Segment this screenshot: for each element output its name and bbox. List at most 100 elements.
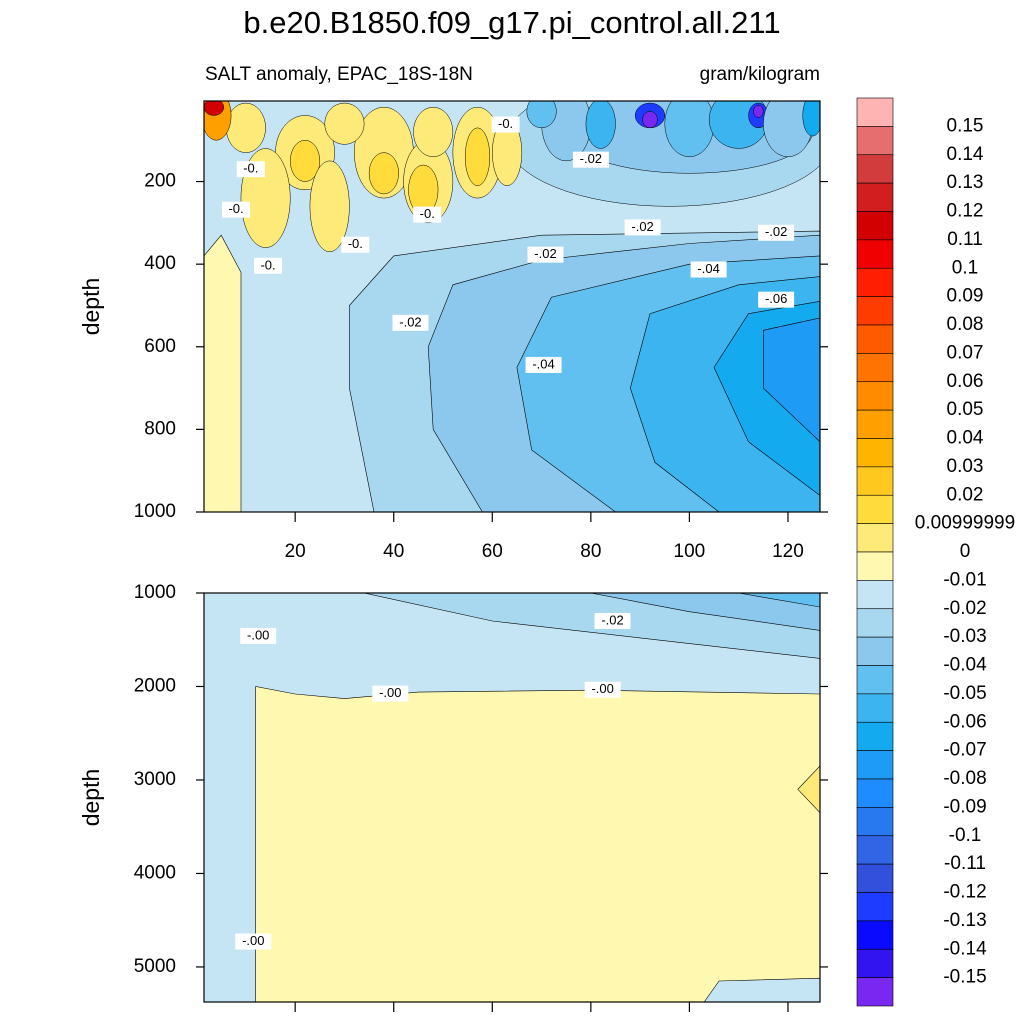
- colorbar-label: -0.05: [943, 683, 986, 704]
- colorbar-box: [856, 863, 894, 893]
- colorbar-label: -0.14: [943, 938, 987, 959]
- colorbar-box: [856, 807, 894, 837]
- colorbar-label: -0.1: [949, 825, 982, 846]
- colorbar-label: -0.13: [943, 910, 986, 931]
- contour-fill: [324, 102, 365, 145]
- contour-label: -.02: [631, 219, 653, 234]
- contour-fill: [590, 593, 820, 631]
- contour-label-bg: [584, 681, 621, 698]
- colorbar-label: 0.08: [947, 314, 984, 335]
- y-tick-label: 2000: [134, 676, 176, 697]
- colorbar-label: -0.15: [943, 967, 986, 988]
- contour-fill: [738, 593, 820, 608]
- colorbar-box: [856, 750, 894, 780]
- colorbar-label: 0.05: [947, 399, 984, 420]
- contour-label-bg: [491, 116, 520, 133]
- contour-fill: [225, 102, 266, 153]
- contour-field: -0. -0. -0. -.02 -0. -.02 -0. -.02 -.02 -0. -.04 -.…: [204, 101, 820, 512]
- contour-fill: [585, 101, 616, 149]
- colorbar-box: [856, 296, 894, 326]
- colorbar-box: [856, 154, 894, 184]
- colorbar-box: [856, 920, 894, 950]
- contour-label-bg: [341, 236, 370, 253]
- contour-label: -.00: [591, 681, 613, 696]
- contour-label-bg: [372, 685, 409, 702]
- colorbar-box: [856, 892, 894, 922]
- colorbar-box: [856, 778, 894, 808]
- colorbar-label: -0.09: [943, 796, 986, 817]
- colorbar-label: -0.02: [943, 598, 986, 619]
- contour-label: -0.: [348, 236, 363, 251]
- y-tick-label: 5000: [134, 956, 176, 977]
- colorbar-label: -0.07: [943, 740, 986, 761]
- colorbar-label: 0: [960, 541, 971, 562]
- y-tick-label: 800: [144, 418, 176, 439]
- colorbar-box: [856, 948, 894, 978]
- x-tick-label: 100: [674, 541, 706, 562]
- contour-label: -.02: [399, 314, 421, 329]
- contour-label: -.02: [580, 151, 602, 166]
- x-tick-label: 40: [383, 541, 404, 562]
- colorbar-box: [856, 239, 894, 269]
- plot-frame: [203, 592, 821, 1003]
- contour-fill: [797, 765, 820, 814]
- y-tick-label: 600: [144, 336, 176, 357]
- contour-label-bg: [624, 219, 661, 236]
- y-axis-label: depth: [78, 769, 104, 827]
- colorbar-box: [856, 693, 894, 723]
- colorbar-label: -0.08: [943, 768, 986, 789]
- contour-fill: [526, 101, 557, 129]
- contour-fill: [204, 234, 242, 512]
- contour-label-bg: [572, 151, 609, 168]
- colorbar-box: [856, 721, 894, 751]
- colorbar-box: [856, 551, 894, 581]
- colorbar-box: [856, 97, 894, 127]
- contour-label-bg: [527, 246, 564, 263]
- colorbar-label: -0.04: [943, 655, 987, 676]
- colorbar-label: 0.09: [947, 286, 984, 307]
- contour-label: -0.: [243, 161, 258, 176]
- contour-label: -0.: [228, 201, 243, 216]
- x-tick-label: 20: [285, 541, 306, 562]
- contour-fill: [413, 106, 454, 158]
- contour-label-bg: [236, 161, 265, 178]
- colorbar-label: 0.02: [947, 484, 984, 505]
- contour-label-bg: [392, 314, 429, 331]
- colorbar-box: [856, 494, 894, 524]
- contour-label: -.00: [247, 627, 269, 642]
- contour-fill: [763, 317, 820, 443]
- contour-label: -.02: [534, 246, 556, 261]
- colorbar-box: [856, 409, 894, 439]
- colorbar-box: [856, 353, 894, 383]
- contour-label: -.04: [532, 356, 554, 371]
- chart-title: b.e20.B1850.f09_g17.pi_control.all.211: [243, 5, 780, 40]
- colorbar-box: [856, 665, 894, 695]
- contour-fill: [289, 139, 321, 182]
- contour-fill: [464, 127, 491, 186]
- colorbar-label: 0.04: [947, 428, 984, 449]
- x-tick-label: 120: [772, 541, 804, 562]
- colorbar-box: [856, 126, 894, 156]
- colorbar-label: 0.07: [947, 342, 984, 363]
- contour-label: -0.: [498, 116, 513, 131]
- colorbar-box: [856, 324, 894, 354]
- contour-label: -.00: [379, 685, 401, 700]
- colorbar-label: 0.13: [947, 172, 984, 193]
- contour-fill: [204, 101, 224, 116]
- contour-label-bg: [240, 627, 277, 644]
- colorbar-label: 0.06: [947, 371, 984, 392]
- colorbar-box: [856, 580, 894, 610]
- contour-label: -.04: [697, 261, 719, 276]
- contour-fill: [642, 111, 658, 129]
- colorbar-box: [856, 211, 894, 241]
- subtitle-right: gram/kilogram: [700, 64, 820, 85]
- contour-field: -.00 -.02 -.00 -.00 -.00: [204, 593, 820, 1002]
- contour-fill: [368, 152, 399, 195]
- x-tick-label: 60: [482, 541, 503, 562]
- colorbar-label: 0.11: [947, 229, 983, 250]
- contour-label: -0.: [420, 206, 435, 221]
- colorbar-box: [856, 636, 894, 666]
- y-tick-label: 200: [144, 171, 176, 192]
- y-tick-label: 400: [144, 253, 176, 274]
- contour-fill: [753, 104, 764, 118]
